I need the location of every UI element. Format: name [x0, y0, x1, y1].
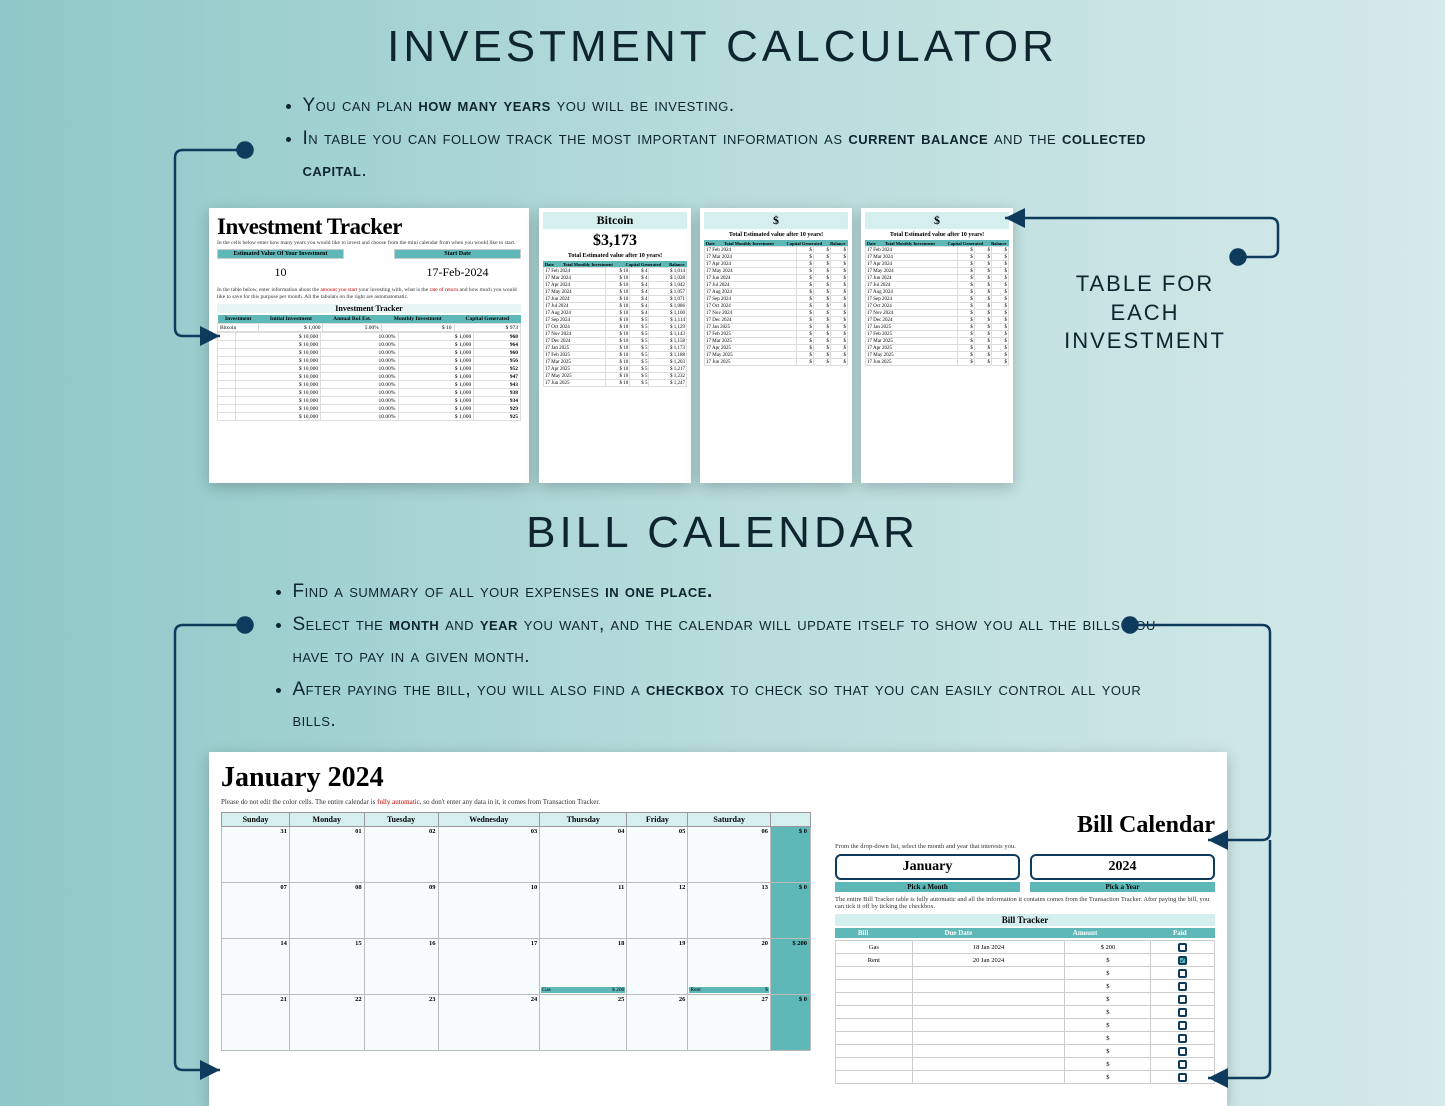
investment-card-bitcoin: Bitcoin $3,173 Total Estimated value aft… — [539, 208, 691, 483]
paid-checkbox[interactable] — [1178, 956, 1187, 965]
years-input[interactable]: 10 — [217, 261, 344, 284]
paid-checkbox[interactable] — [1178, 1047, 1187, 1056]
bill-side-title: Bill Calendar — [835, 812, 1215, 839]
paid-checkbox[interactable] — [1178, 1034, 1187, 1043]
tracker-title: Investment Tracker — [217, 214, 521, 240]
paid-checkbox[interactable] — [1178, 969, 1187, 978]
bullets-bill: Find a summary of all your expenses in o… — [273, 576, 1173, 737]
date-input[interactable]: 17-Feb-2024 — [394, 261, 521, 284]
calendar-title: January 2024 — [221, 762, 1215, 794]
paid-checkbox[interactable] — [1178, 1008, 1187, 1017]
investment-card-2: $ Total Estimated value after 10 years! … — [700, 208, 852, 483]
paid-checkbox[interactable] — [1178, 1021, 1187, 1030]
month-picker[interactable]: January — [835, 854, 1020, 880]
paid-checkbox[interactable] — [1178, 1073, 1187, 1082]
heading-bill: BILL CALENDAR — [0, 508, 1445, 558]
side-label-table: TABLE FOR EACH INVESTMENT — [1050, 270, 1240, 356]
heading-investment: INVESTMENT CALCULATOR — [0, 22, 1445, 72]
investment-card-3: $ Total Estimated value after 10 years! … — [861, 208, 1013, 483]
paid-checkbox[interactable] — [1178, 1060, 1187, 1069]
paid-checkbox[interactable] — [1178, 995, 1187, 1004]
paid-checkbox[interactable] — [1178, 982, 1187, 991]
investment-tracker-panel: Investment Tracker In the cells below en… — [209, 208, 529, 483]
year-picker[interactable]: 2024 — [1030, 854, 1215, 880]
bill-calendar-panel: January 2024 Please do not edit the colo… — [209, 752, 1227, 1106]
bullets-investment: You can plan how many years you will be … — [283, 90, 1163, 186]
paid-checkbox[interactable] — [1178, 943, 1187, 952]
calendar-table: SundayMondayTuesday WednesdayThursdayFri… — [221, 812, 811, 1051]
bill-tracker-table: BillDue DateAmountPaid — [835, 928, 1215, 938]
tracker-table: InvestmentInitial InvestmentAnnual RoI E… — [217, 315, 521, 332]
